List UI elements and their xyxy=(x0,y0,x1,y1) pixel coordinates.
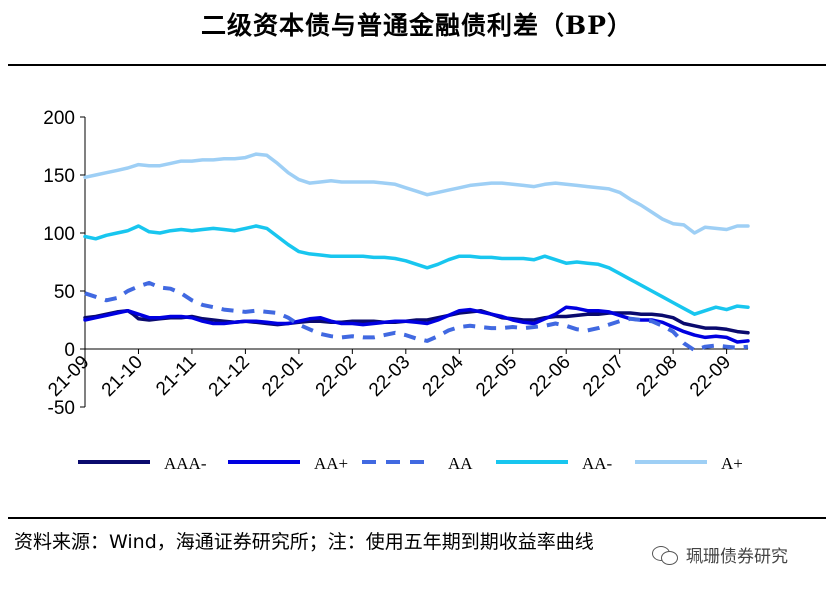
x-tick-label: 22-05 xyxy=(472,352,521,401)
watermark: 珮珊债券研究 xyxy=(652,542,788,567)
legend-label: AA- xyxy=(582,454,613,473)
watermark-text: 珮珊债券研究 xyxy=(686,547,788,567)
chart-panel: -50 0 50 100 150 200 21-09 21-10 21-11 21-12 22-01… xyxy=(10,79,818,505)
y-tick-label: 100 xyxy=(43,224,75,245)
wechat-icon xyxy=(652,544,680,566)
legend-label: AA xyxy=(448,454,473,473)
series-line-A+ xyxy=(83,152,750,235)
x-tick-label: 21-10 xyxy=(98,352,147,401)
x-tick-label: 22-02 xyxy=(312,352,361,401)
x-tick-label: 22-01 xyxy=(258,352,307,401)
y-tick-label: 0 xyxy=(64,340,75,361)
x-tick-label: 22-06 xyxy=(526,352,575,401)
y-tick-label: 50 xyxy=(54,282,75,303)
series-line-AA+ xyxy=(83,305,750,344)
x-tick-label: 22-04 xyxy=(419,351,469,401)
chart-title: 二级资本债与普通金融债利差（BP） xyxy=(201,11,633,40)
legend-label: A+ xyxy=(721,454,743,473)
x-tick-label: 22-08 xyxy=(632,352,681,401)
x-tick-label: 21-12 xyxy=(205,352,254,401)
title-rule xyxy=(8,64,826,66)
legend-label: AA+ xyxy=(314,454,348,473)
x-tick-label: 22-09 xyxy=(686,352,735,401)
y-tick-label: 150 xyxy=(43,166,75,187)
series-line-AA xyxy=(84,280,749,353)
x-tick-label: 21-11 xyxy=(152,352,200,400)
y-tick-label: 200 xyxy=(43,108,75,129)
source-rule xyxy=(8,517,826,519)
y-tick-label: -50 xyxy=(48,398,75,419)
source-note: 资料来源：Wind，海通证券研究所；注：使用五年期到期收益率曲线 xyxy=(14,531,594,553)
series-line-AA- xyxy=(83,224,750,316)
legend-label: AAA- xyxy=(164,454,207,473)
x-tick-label: 22-07 xyxy=(579,352,628,401)
x-tick-label: 22-03 xyxy=(365,352,414,401)
